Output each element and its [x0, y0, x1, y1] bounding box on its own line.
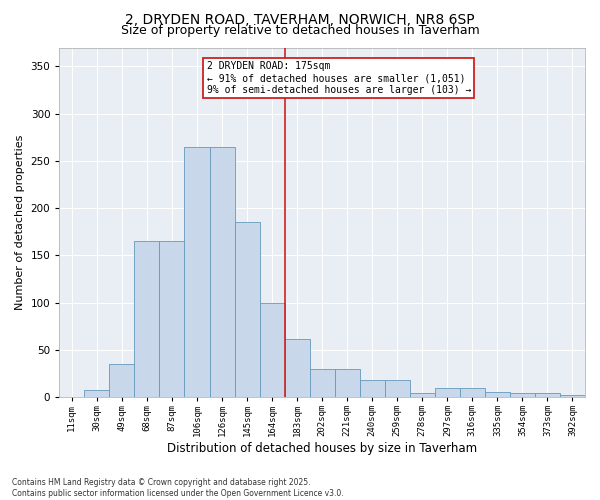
Bar — [560, 396, 585, 397]
Bar — [209, 147, 235, 397]
Bar — [310, 369, 335, 397]
Bar — [485, 392, 510, 397]
Bar — [235, 222, 260, 397]
Text: Contains HM Land Registry data © Crown copyright and database right 2025.
Contai: Contains HM Land Registry data © Crown c… — [12, 478, 344, 498]
Bar — [284, 338, 310, 397]
Bar — [85, 390, 109, 397]
Bar — [535, 394, 560, 397]
Text: Size of property relative to detached houses in Taverham: Size of property relative to detached ho… — [121, 24, 479, 37]
Text: 2, DRYDEN ROAD, TAVERHAM, NORWICH, NR8 6SP: 2, DRYDEN ROAD, TAVERHAM, NORWICH, NR8 6… — [125, 12, 475, 26]
Bar — [510, 392, 535, 397]
Bar — [385, 380, 410, 397]
Y-axis label: Number of detached properties: Number of detached properties — [15, 134, 25, 310]
Text: 2 DRYDEN ROAD: 175sqm
← 91% of detached houses are smaller (1,051)
9% of semi-de: 2 DRYDEN ROAD: 175sqm ← 91% of detached … — [206, 62, 471, 94]
Bar — [160, 242, 184, 397]
Bar — [460, 388, 485, 397]
Bar — [184, 147, 209, 397]
Bar — [260, 302, 284, 397]
Bar — [360, 380, 385, 397]
Bar — [410, 392, 435, 397]
Bar — [335, 369, 360, 397]
X-axis label: Distribution of detached houses by size in Taverham: Distribution of detached houses by size … — [167, 442, 477, 455]
Bar — [109, 364, 134, 397]
Bar — [134, 242, 160, 397]
Bar — [435, 388, 460, 397]
